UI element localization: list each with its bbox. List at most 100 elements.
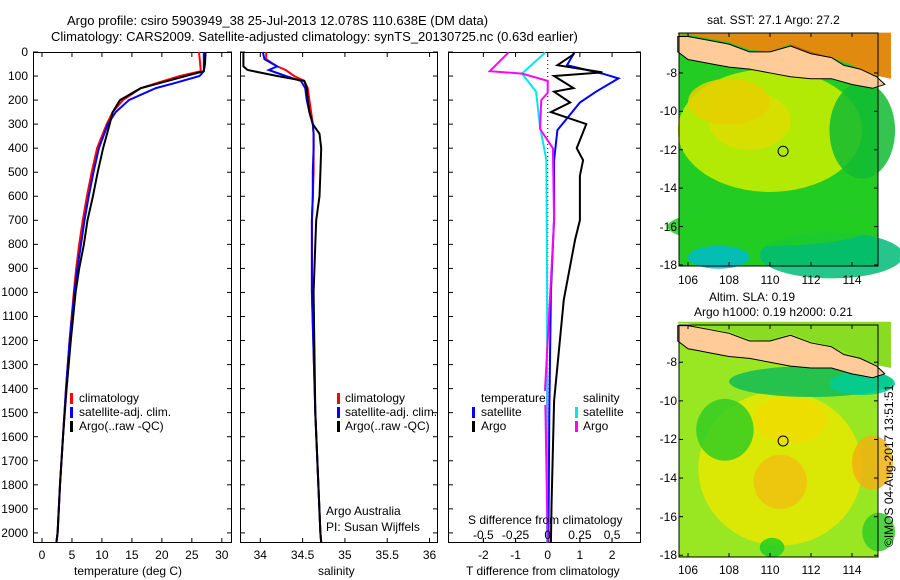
depth-tick-label: 1200 xyxy=(1,333,28,348)
depth-tick-label: 700 xyxy=(7,213,28,228)
map-anomaly-region xyxy=(852,435,894,490)
depth-tick-label: 1100 xyxy=(2,309,28,324)
java-land xyxy=(677,325,886,379)
legend-climatology: climatology xyxy=(345,391,406,405)
map-frame xyxy=(678,324,879,558)
sla-map-title-line1: Altim. SLA: 0.19 xyxy=(709,290,796,304)
map-anomaly-region xyxy=(753,454,807,509)
salinity-panel xyxy=(240,52,438,543)
lon-tick-label: 112 xyxy=(801,563,821,577)
x-tick-label: 10 xyxy=(95,548,109,562)
legend-t-argo-marker xyxy=(472,421,475,432)
lat-tick-label: -12 xyxy=(659,142,677,157)
lon-tick-label: 112 xyxy=(801,273,821,287)
x-tick-label: 5 xyxy=(68,548,76,562)
legend-s-argo-marker xyxy=(575,421,578,432)
map-anomaly-region xyxy=(688,78,771,125)
lon-tick-label: 106 xyxy=(678,563,699,577)
legend-s-satellite: satellite xyxy=(583,405,624,419)
sst-map xyxy=(667,32,900,279)
legend-t-satellite: satellite xyxy=(481,405,522,419)
x-tick-label: 34.5 xyxy=(290,548,315,562)
map-anomaly-region xyxy=(829,371,896,396)
depth-tick-label: 800 xyxy=(7,237,28,252)
depth-tick-label: 400 xyxy=(7,141,28,156)
java-land xyxy=(677,35,886,89)
legend-s-satellite-marker xyxy=(575,407,578,418)
annotation-argo-australia: Argo Australia xyxy=(326,504,401,518)
legend-satellite-marker xyxy=(337,407,340,418)
depth-tick-label: 0 xyxy=(21,45,28,59)
x-tick-label: 30 xyxy=(215,548,229,562)
x-tick-label: -0.5 xyxy=(473,528,494,542)
temperature-profile-climatology-line xyxy=(55,51,202,543)
map-anomaly-region xyxy=(688,245,750,269)
x-tick-label: -0.25 xyxy=(501,528,530,542)
argo-float-marker xyxy=(777,145,789,157)
depth-tick-label: 600 xyxy=(7,189,28,204)
depth-tick-label: 1600 xyxy=(1,429,28,444)
x-tick-label: 1 xyxy=(576,548,584,562)
lon-tick-label: 108 xyxy=(719,273,740,287)
plot-title-line2: Climatology: CARS2009. Satellite-adjuste… xyxy=(51,29,578,44)
argo-float-marker xyxy=(777,435,789,447)
lon-tick-label: 108 xyxy=(719,563,740,577)
depth-tick-label: 1300 xyxy=(1,357,28,372)
depth-tick-label: 1400 xyxy=(1,381,28,396)
x-tick-label: 15 xyxy=(125,548,139,562)
plot-title-line1: Argo profile: csiro 5903949_38 25-Jul-20… xyxy=(67,13,489,28)
difference-s-argo-line xyxy=(487,52,556,543)
lon-tick-label: 110 xyxy=(760,563,780,577)
lat-tick-label: -10 xyxy=(659,104,677,119)
temperature-profile-satellite-adj-clim--line xyxy=(55,52,205,543)
salinity-profile-argo-raw-qc--line xyxy=(242,52,323,543)
sla-map-title-line2: Argo h1000: 0.19 h2000: 0.21 xyxy=(694,305,853,319)
legend-salinity-title: salinity xyxy=(583,391,620,405)
legend-climatology-marker xyxy=(70,393,73,404)
x-tick-label: 35.5 xyxy=(375,548,399,562)
legend-temperature-title: temperature xyxy=(481,391,546,405)
map-anomaly-region xyxy=(759,537,785,558)
lat-tick-label: -14 xyxy=(659,471,677,486)
difference-s-satellite-line xyxy=(520,52,549,543)
depth-tick-label: 1000 xyxy=(1,285,28,300)
salinity-axis-label: salinity xyxy=(318,564,355,578)
lat-tick-label: -10 xyxy=(659,393,677,408)
difference-t-argo-line xyxy=(548,52,603,543)
annotation-pi: PI: Susan Wijffels xyxy=(326,520,420,534)
map-anomaly-region xyxy=(667,207,873,246)
depth-tick-label: 1500 xyxy=(1,405,28,420)
legend-t-satellite-marker xyxy=(472,407,475,418)
x-tick-label: -2 xyxy=(478,548,489,562)
lat-tick-label: -8 xyxy=(666,65,677,80)
sst-map-title: sat. SST: 27.1 Argo: 27.2 xyxy=(707,13,840,27)
depth-tick-label: 900 xyxy=(7,261,28,276)
depth-tick-label: 300 xyxy=(7,117,28,132)
lon-tick-label: 114 xyxy=(842,563,862,577)
legend-t-argo: Argo xyxy=(481,419,507,433)
s-difference-axis-label: S difference from climatology xyxy=(468,513,623,527)
legend-satellite: satellite-adj. clim. xyxy=(345,405,438,419)
x-tick-label: 34 xyxy=(253,548,267,562)
depth-tick-label: 500 xyxy=(7,165,28,180)
map-anomaly-region xyxy=(753,396,828,444)
java-sea xyxy=(677,32,891,79)
x-tick-label: 0 xyxy=(544,528,552,542)
lat-tick-label: -8 xyxy=(666,355,677,370)
lat-tick-label: -12 xyxy=(659,432,677,447)
map-anomaly-region xyxy=(696,398,754,461)
lat-tick-label: -18 xyxy=(659,257,677,272)
x-tick-label: 36 xyxy=(422,548,437,562)
t-difference-axis-label: T difference from climatology xyxy=(466,564,620,578)
depth-tick-label: 1900 xyxy=(1,501,28,516)
depth-tick-label: 200 xyxy=(7,93,28,108)
temperature-profile-argo-raw-qc--line xyxy=(55,51,207,543)
legend-argo-marker xyxy=(70,421,73,432)
legend-argo: Argo(..raw -QC) xyxy=(345,419,430,433)
temperature-panel xyxy=(33,52,232,543)
lat-tick-label: -14 xyxy=(659,181,677,196)
lon-tick-label: 106 xyxy=(678,273,699,287)
legend-argo: Argo(..raw -QC) xyxy=(79,419,164,433)
x-tick-label: 0 xyxy=(38,548,46,562)
